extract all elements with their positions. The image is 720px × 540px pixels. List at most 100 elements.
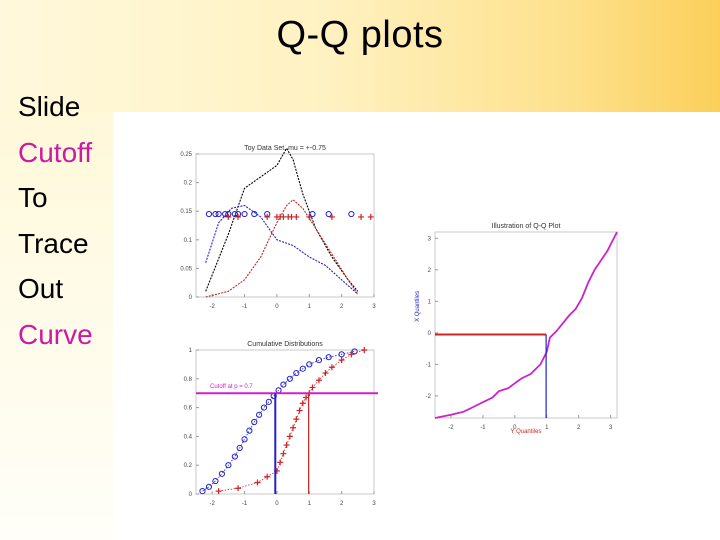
bullet-slide: Slide [18, 91, 81, 122]
cdf-data-point [293, 416, 300, 423]
density-data-point [222, 210, 229, 218]
bullet-out: Out [18, 273, 64, 304]
density-data-point [241, 210, 248, 218]
density-plot-x-tick-label: 1 [308, 304, 312, 310]
density-curve [205, 147, 359, 292]
cdf-plot-y-tick-label: 0.6 [184, 406, 193, 412]
bullet-trace: Trace [18, 227, 89, 259]
cdf-data-point [293, 369, 300, 377]
cdf-data-point [265, 398, 272, 405]
density-plot-y-tick-label: 0.25 [180, 152, 192, 158]
density-plot-y-tick-label: 0.1 [184, 238, 193, 244]
cdf-data-point [205, 483, 213, 490]
cdf-plot-x-tick-label: 2 [340, 501, 344, 507]
cdf-data-point [277, 459, 284, 466]
cdf-data-point [322, 370, 329, 377]
cdf-data-point [299, 365, 306, 372]
cdf-data-point [251, 418, 258, 426]
cdf-plot-title: Cumulative Distributions [247, 341, 323, 348]
cdf-data-point [241, 436, 248, 443]
density-data-point [309, 210, 316, 218]
cdf-data-point [325, 354, 332, 361]
cdf-data-point [256, 411, 263, 418]
density-data-point [264, 213, 271, 220]
cdf-data-point [286, 375, 293, 382]
cdf-data-point [231, 453, 238, 460]
cdf-plot-x-tick-label: 3 [372, 501, 376, 507]
cdf-data-point [225, 462, 232, 469]
cdf-plot-x-tick-label: -1 [242, 501, 248, 507]
density-data-point [212, 210, 219, 218]
cdf-data-point [260, 404, 268, 411]
density-plot-y-tick-label: 0.15 [180, 209, 192, 215]
density-data-point [328, 213, 335, 220]
cdf-data-point [296, 407, 303, 414]
density-data-point [325, 210, 332, 218]
qq-plot-y-tick-label: -1 [426, 362, 432, 368]
cdf-plot-x-tick-label: -2 [210, 501, 216, 507]
qq-plot-x-tick-label: 3 [609, 425, 613, 431]
cdf-curve [202, 351, 355, 492]
slide-top-gradient [0, 0, 720, 112]
cdf-plot-y-tick-label: 0.2 [184, 463, 193, 469]
density-data-point [251, 210, 258, 218]
qq-y-axis-label: X Quantiles [415, 291, 421, 322]
cdf-data-point [264, 473, 271, 480]
cdf-data-point [286, 433, 293, 440]
cdf-data-point [283, 442, 290, 449]
qq-plot-x-tick-label: -2 [448, 425, 454, 431]
cdf-data-point [215, 488, 222, 495]
qq-curve [434, 231, 618, 419]
density-plot-frame [195, 153, 375, 298]
density-data-point [225, 213, 232, 220]
cdf-curve [218, 349, 365, 492]
density-plot-y-tick-label: 0.2 [184, 181, 193, 187]
density-data-point [348, 210, 355, 218]
cdf-data-point [212, 477, 219, 485]
cdf-data-point [235, 485, 242, 492]
density-data-point [235, 213, 242, 220]
density-plot-x-tick-label: 0 [275, 304, 279, 310]
cdf-data-point [218, 470, 225, 477]
cdf-plot-y-tick-label: 0.8 [184, 377, 193, 383]
cdf-data-point [236, 444, 243, 452]
cdf-data-point [299, 400, 306, 407]
density-plot-x-tick-label: -1 [242, 304, 248, 310]
cdf-data-point [306, 361, 313, 368]
cdf-data-point [348, 351, 355, 358]
qq-plot-y-tick-label: 3 [428, 236, 432, 242]
density-plot-x-tick-label: -2 [210, 304, 216, 310]
qq-plot-x-tick-label: 0 [513, 425, 517, 431]
density-curve [205, 199, 359, 298]
cdf-data-point [199, 488, 206, 495]
density-data-point [231, 210, 238, 218]
qq-plot-x-tick-label: 1 [545, 425, 549, 431]
cdf-plot-y-tick-label: 0 [189, 492, 193, 498]
cdf-data-point [338, 351, 345, 358]
density-plot-y-tick-label: 0 [189, 295, 193, 301]
bullet-list: Slide Cutoff To Trace Out Curve [18, 84, 93, 357]
cdf-data-point [280, 450, 287, 457]
bullet-to: To [18, 182, 48, 213]
cdf-plot-y-tick-label: 0.4 [184, 434, 193, 440]
qq-plot-y-tick-label: 2 [428, 268, 432, 274]
qq-plot-y-tick-label: 1 [428, 299, 432, 305]
density-data-point [306, 213, 313, 220]
cdf-data-point [280, 381, 287, 388]
density-data-point [205, 210, 213, 218]
density-data-point [215, 210, 222, 218]
cdf-data-point [246, 427, 253, 434]
cdf-cutoff-annotation: Cutoff at p = 0.7 [210, 384, 253, 390]
cdf-data-point [315, 356, 323, 364]
density-plot-title: Toy Data Set, mu = +-0.75 [244, 145, 326, 152]
qq-plot-x-tick-label: -1 [480, 425, 486, 431]
cdf-plot-x-tick-label: 0 [275, 501, 279, 507]
qq-plot-y-tick-label: -2 [426, 394, 432, 400]
density-data-point [358, 213, 365, 220]
density-data-point [367, 213, 374, 220]
density-plot-y-tick-label: 0.05 [180, 266, 192, 272]
slide-title: Q-Q plots [276, 14, 444, 56]
bullet-curve: Curve [18, 318, 93, 350]
density-data-point [293, 213, 300, 220]
